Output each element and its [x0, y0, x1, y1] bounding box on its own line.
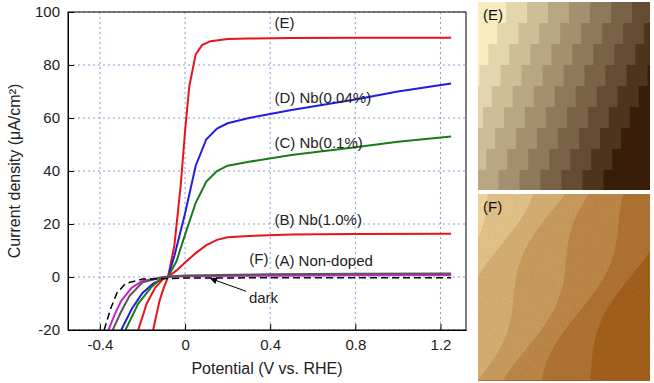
annotation: dark: [249, 289, 279, 306]
series-line: [153, 38, 451, 330]
grid-line-x: [440, 12, 441, 330]
x-tick-mark: [270, 324, 271, 330]
series-line: [104, 278, 451, 330]
x-tick-mark: [440, 324, 441, 330]
series-label: (D) Nb(0.04%): [274, 89, 371, 106]
afm-terrace: [478, 194, 650, 381]
series-label: (C) Nb(0.1%): [274, 134, 362, 151]
plot-lines: [104, 38, 451, 330]
x-tick: 1.2: [431, 324, 452, 353]
afm-terrace: [478, 2, 611, 190]
background: [0, 0, 654, 383]
series-label: (A) Non-doped: [274, 252, 372, 269]
grid-line-y: [68, 65, 466, 66]
afm-terrace: [478, 2, 590, 190]
y-tick-mark: [68, 171, 74, 172]
afm-texture: [478, 194, 650, 381]
grid-line-y: [68, 171, 466, 172]
y-tick-label: 40: [43, 162, 60, 179]
afm-terrace: [478, 2, 506, 190]
x-tick-label: 0: [181, 336, 189, 353]
x-tick-mark: [355, 324, 356, 330]
x-tick-label: -0.4: [87, 336, 113, 353]
y-tick-label: 20: [43, 215, 60, 232]
series-label: (F): [249, 250, 268, 267]
x-tick-label: 0.4: [260, 336, 281, 353]
afm-terrace: [478, 2, 650, 190]
x-tick-mark: [185, 324, 186, 330]
y-tick-mark: [68, 224, 74, 225]
y-tick: 0: [52, 268, 74, 285]
afm-terrace: [478, 2, 569, 190]
x-tick-mark: [100, 324, 101, 330]
y-tick-label: -20: [38, 321, 60, 338]
grid: [68, 12, 466, 330]
y-axis-title: Current density (μA/cm²): [6, 84, 23, 259]
y-tick-label: 100: [35, 3, 60, 20]
grid-line-y: [68, 224, 466, 225]
y-tick-label: 60: [43, 109, 60, 126]
y-tick: 80: [43, 56, 74, 73]
x-tick: 0.8: [345, 324, 366, 353]
x-axis: -0.4 0 0.4 0.8 1.2: [69, 324, 467, 353]
x-axis-title: Potential (V vs. RHE): [191, 360, 342, 377]
annotation-arrow: [211, 279, 246, 292]
y-tick-mark: [68, 118, 74, 119]
image-label: (F): [483, 198, 502, 215]
series-label: (B) Nb(1.0%): [274, 211, 362, 228]
y-tick: 20: [43, 215, 74, 232]
series-label: (E): [274, 14, 294, 31]
x-tick: -0.4: [87, 324, 113, 353]
afm-terrace: [478, 194, 650, 381]
afm-terrace: [478, 2, 650, 190]
series-line: [138, 234, 451, 330]
x-tick: 0: [181, 324, 189, 353]
y-tick-label: 0: [52, 268, 60, 285]
grid-line-y: [68, 118, 466, 119]
afm-terrace: [478, 2, 632, 190]
y-tick: 40: [43, 162, 74, 179]
y-tick: 60: [43, 109, 74, 126]
plot-frame: [68, 12, 466, 330]
image-label: (E): [483, 6, 503, 23]
afm-image: (E): [378, 2, 654, 211]
series-line: [125, 137, 451, 330]
afm-terrace: [478, 2, 548, 190]
y-tick-mark: [68, 65, 74, 66]
series-line: [121, 84, 451, 330]
chart-root: -0.4 0 0.4 0.8 1.2 -20 0 20 40 60 80 100 Potential (…: [0, 0, 654, 383]
x-tick: 0.4: [260, 324, 281, 353]
afm-image: (F): [378, 194, 654, 381]
series-line: [113, 274, 451, 330]
series-labels: (E) (D) Nb(0.04%) (C) Nb(0.1%) (B) Nb(1.0%)…: [249, 14, 373, 268]
series-line: [108, 275, 451, 330]
y-tick-label: 80: [43, 56, 60, 73]
y-tick-mark: [68, 277, 74, 278]
chart-svg: -0.4 0 0.4 0.8 1.2 -20 0 20 40 60 80 100 Potential (…: [0, 0, 654, 383]
afm-terrace: [478, 2, 527, 190]
x-tick-label: 1.2: [431, 336, 452, 353]
x-tick-label: 0.8: [345, 336, 366, 353]
